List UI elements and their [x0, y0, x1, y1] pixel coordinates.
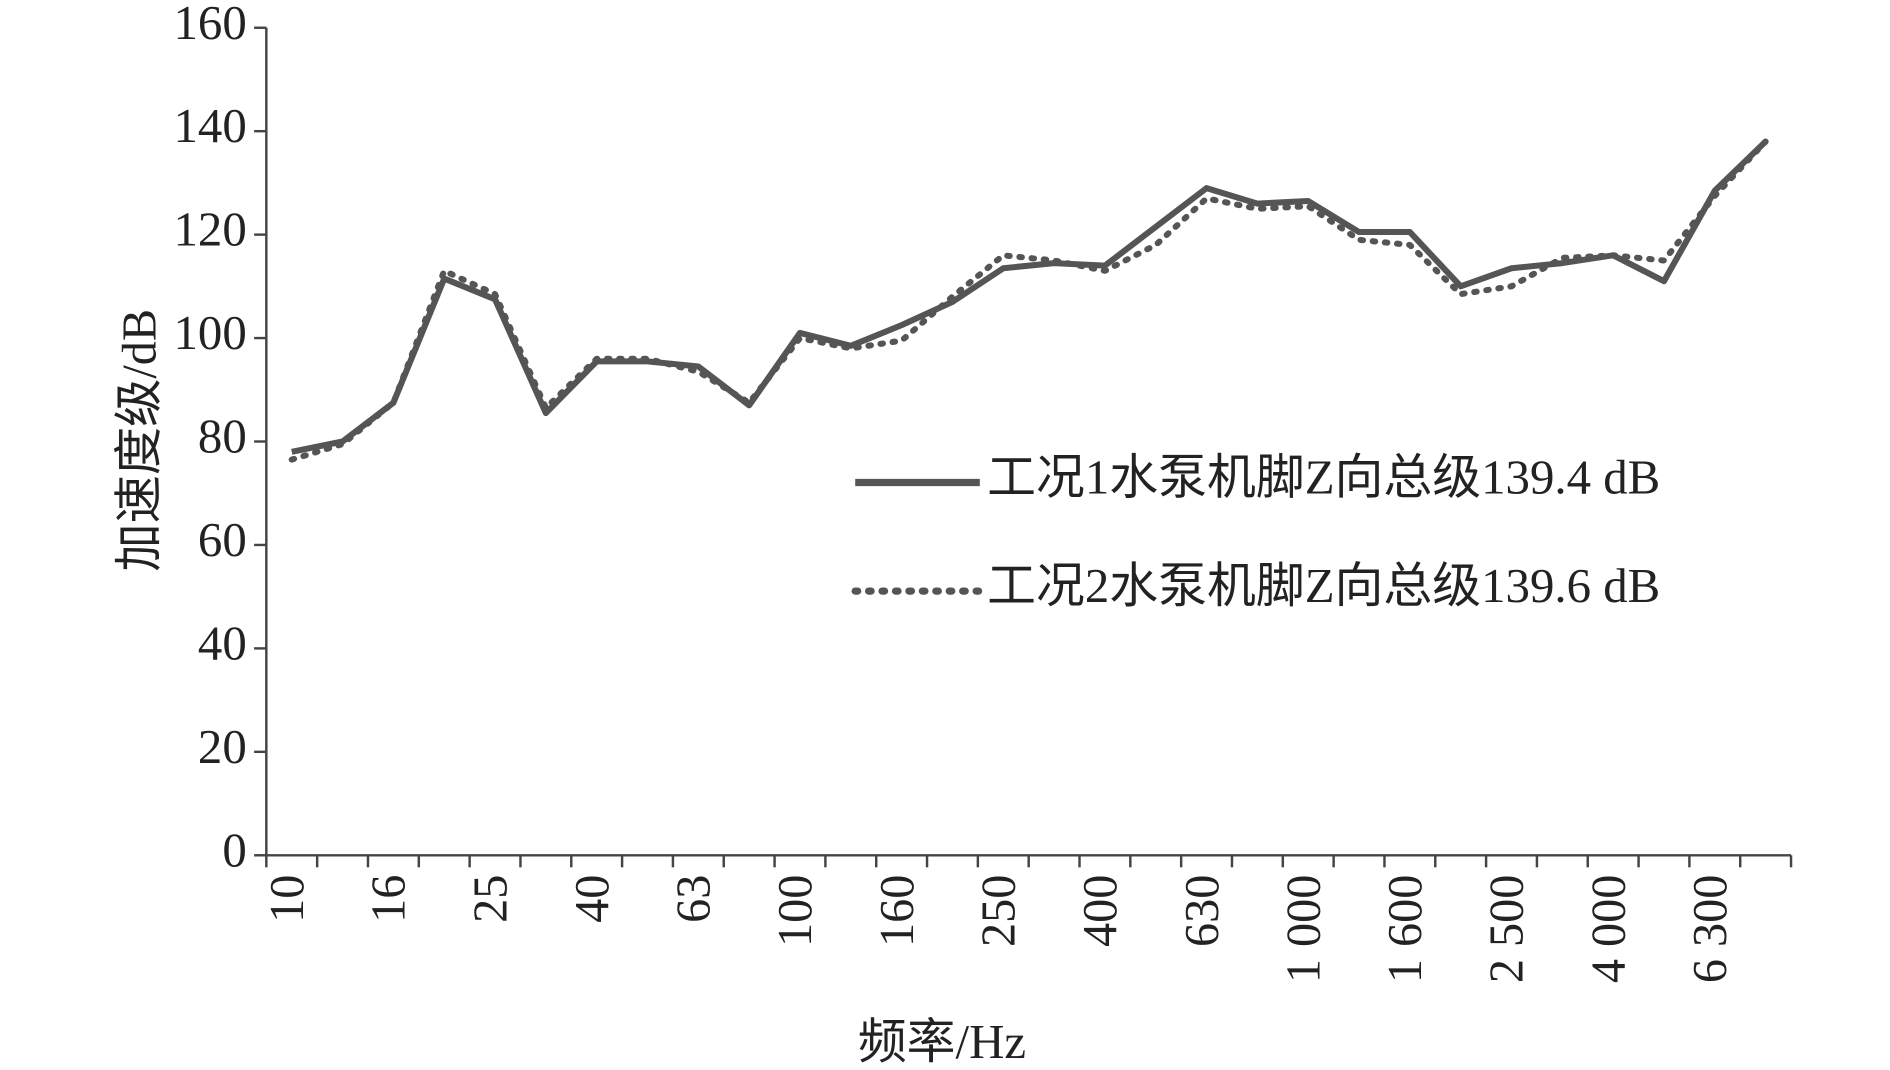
y-tick-label: 140 [173, 100, 246, 154]
y-tick-label: 160 [173, 0, 246, 50]
series-line [291, 139, 1768, 455]
series-line [288, 138, 1769, 463]
x-tick-label: 250 [971, 875, 1025, 947]
x-tick-label: 6 300 [1683, 875, 1737, 984]
y-tick-label: 0 [222, 824, 246, 878]
x-axis-title: 频率/Hz [858, 1015, 1026, 1069]
legend-label: 工况2水泵机脚Z向总级139.6 dB [987, 559, 1660, 613]
y-axis-title: 加速度级/dB [112, 309, 166, 572]
y-tick-label: 20 [198, 720, 247, 774]
y-tick-label: 80 [198, 410, 247, 464]
y-tick-label: 40 [198, 617, 247, 671]
x-tick-label: 63 [666, 875, 720, 923]
x-tick-label: 2 500 [1479, 875, 1533, 984]
x-tick-label: 1 000 [1276, 875, 1330, 984]
x-tick-label: 25 [463, 875, 517, 923]
x-tick-label: 16 [361, 875, 415, 923]
legend-label: 工况1水泵机脚Z向总级139.4 dB [987, 451, 1660, 505]
x-tick-label: 630 [1175, 875, 1229, 947]
x-tick-label: 400 [1073, 875, 1127, 947]
x-tick-label: 4 000 [1581, 875, 1635, 984]
x-tick-label: 100 [768, 875, 822, 947]
x-tick-label: 1 600 [1378, 875, 1432, 984]
y-tick-label: 100 [173, 306, 246, 360]
x-tick-label: 160 [870, 875, 924, 947]
x-tick-label: 40 [565, 875, 619, 923]
y-tick-label: 120 [173, 203, 246, 257]
y-tick-label: 60 [198, 513, 247, 567]
x-tick-label: 10 [260, 875, 314, 923]
